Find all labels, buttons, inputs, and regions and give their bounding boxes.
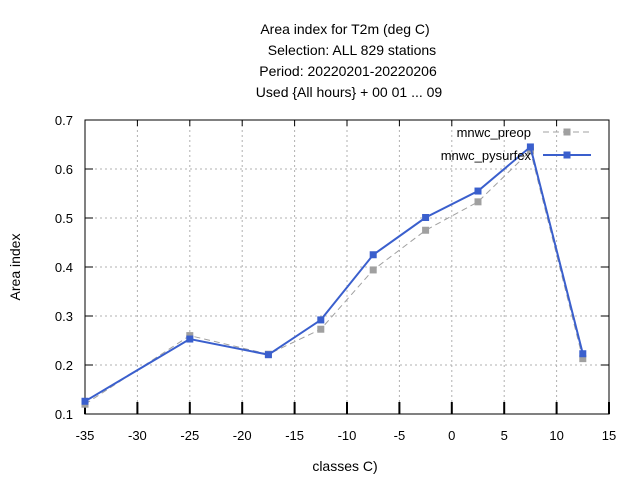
chart-title-line-3: Period: 20220201-20220206 — [259, 63, 437, 79]
data-point — [186, 335, 194, 343]
x-tick-label: 0 — [448, 428, 455, 443]
data-point — [474, 187, 482, 195]
series-line-mnwc_pysurfex — [84, 145, 584, 403]
x-tick-label: 5 — [501, 428, 508, 443]
x-tick-label: -5 — [394, 428, 406, 443]
data-point — [369, 266, 377, 274]
chart-title-line-1: Area index for T2m (deg C) — [260, 21, 429, 37]
plot-frame — [84, 119, 610, 415]
legend-swatch-marker — [563, 128, 571, 136]
y-axis-label: Area index — [7, 234, 23, 301]
data-point — [422, 214, 430, 222]
data-point — [369, 251, 377, 259]
y-tick-label: 0.2 — [55, 358, 73, 373]
y-tick-label: 0.1 — [55, 407, 73, 422]
x-tick-label: -20 — [233, 428, 252, 443]
legend-label: mnwc_preop — [457, 125, 531, 140]
x-tick-label: 15 — [602, 428, 616, 443]
chart-title: Area index for T2m (deg C) Selection: AL… — [256, 21, 443, 100]
x-tick-label: 10 — [549, 428, 563, 443]
legend-swatch-marker — [563, 151, 571, 159]
y-tick-label: 0.7 — [55, 113, 73, 128]
y-tick-labels: 0.1 0.2 0.3 0.4 0.5 0.6 0.7 — [55, 113, 73, 422]
data-point — [264, 351, 272, 359]
x-tick-label: -15 — [285, 428, 304, 443]
x-tick-label: -30 — [128, 428, 147, 443]
legend-item-mnwc_preop: mnwc_preop — [457, 125, 591, 140]
x-tick-label: -10 — [338, 428, 357, 443]
x-tick-labels: -35 -30 -25 -20 -15 -10 -5 0 5 10 15 — [76, 428, 617, 443]
series — [81, 143, 587, 408]
series-mnwc_pysurfex — [81, 143, 587, 405]
legend-label: mnwc_pysurfex — [441, 148, 532, 163]
data-point — [81, 397, 89, 405]
data-point — [579, 355, 587, 363]
grid — [85, 120, 609, 414]
y-tick-label: 0.4 — [55, 260, 73, 275]
x-tick-label: -25 — [180, 428, 199, 443]
chart-title-line-2: Selection: ALL 829 stations — [268, 42, 436, 58]
data-point — [422, 226, 430, 234]
legend: mnwc_preop mnwc_pysurfex — [441, 125, 591, 163]
series-line-mnwc_preop — [84, 149, 584, 405]
data-point — [474, 198, 482, 206]
series-mnwc_preop — [81, 147, 587, 408]
legend-item-mnwc_pysurfex: mnwc_pysurfex — [441, 148, 591, 163]
y-tick-label: 0.5 — [55, 211, 73, 226]
data-point — [526, 143, 534, 151]
y-tick-label: 0.6 — [55, 162, 73, 177]
x-axis-label: classes C) — [312, 458, 377, 474]
y-tick-label: 0.3 — [55, 309, 73, 324]
data-point — [317, 325, 325, 333]
data-point — [579, 350, 587, 358]
chart-title-line-4: Used {All hours} + 00 01 ... 09 — [256, 84, 443, 100]
data-point — [317, 316, 325, 324]
x-tick-label: -35 — [76, 428, 95, 443]
